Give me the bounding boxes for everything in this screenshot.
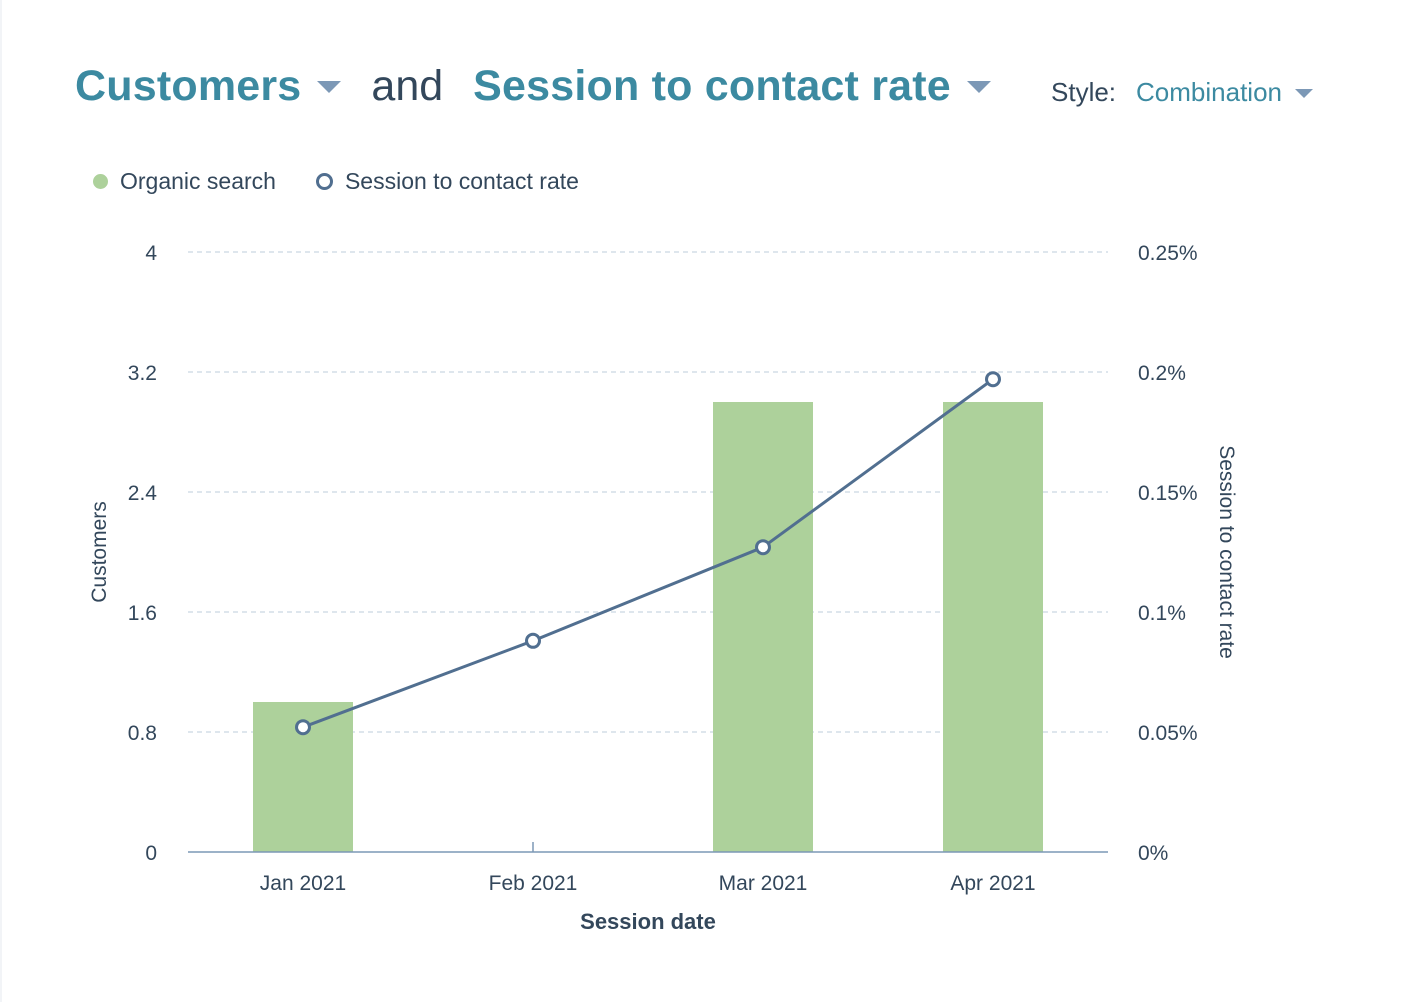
line-point[interactable] [985, 371, 1001, 388]
primary-metric-label: Customers [75, 61, 302, 110]
left-edge-divider [0, 0, 2, 1002]
x-tick-label: Feb 2021 [489, 872, 578, 895]
series-line [302, 377, 994, 729]
y2-tick-label: 0.25% [1138, 242, 1198, 265]
bar[interactable] [713, 402, 813, 852]
chart-header: Customers and Session to contact rate [75, 58, 991, 114]
y2-axis-title: Session to contact rate [1215, 445, 1238, 659]
y2-tick-label: 0.15% [1138, 482, 1198, 505]
style-dropdown[interactable]: Combination [1136, 76, 1314, 108]
chevron-down-icon [1295, 88, 1314, 98]
y-tick-label: 4 [145, 242, 157, 265]
secondary-metric-label: Session to contact rate [473, 61, 951, 110]
y2-tick-label: 0.2% [1138, 362, 1186, 385]
line-point[interactable] [755, 539, 771, 556]
y-tick-label: 0 [145, 842, 157, 865]
y2-tick-label: 0.05% [1138, 722, 1198, 745]
style-label: Style: [1051, 76, 1117, 107]
filled-circle-icon [93, 173, 108, 189]
legend-item-organic-search[interactable]: Organic search [93, 168, 276, 195]
bar[interactable] [943, 402, 1043, 852]
style-value: Combination [1136, 76, 1283, 107]
x-axis-title: Session date [580, 909, 716, 934]
line-point[interactable] [525, 632, 541, 649]
chevron-down-icon [317, 81, 342, 93]
legend-label: Organic search [120, 167, 276, 194]
line-point[interactable] [295, 719, 311, 736]
y-tick-label: 2.4 [128, 482, 158, 505]
x-tick-label: Jan 2021 [260, 872, 346, 895]
primary-metric-dropdown[interactable]: Customers [75, 61, 342, 111]
y2-tick-label: 0% [1138, 842, 1168, 865]
metric-connector: and [371, 61, 444, 110]
x-tick-label: Apr 2021 [950, 872, 1035, 895]
ring-marker-icon [315, 172, 333, 190]
y-tick-label: 1.6 [128, 602, 157, 625]
y2-tick-label: 0.1% [1138, 602, 1186, 625]
legend-label: Session to contact rate [344, 167, 579, 194]
chevron-down-icon [966, 81, 991, 93]
style-selector: Style: Combination [1051, 72, 1314, 112]
chart-legend: Organic search Session to contact rate [93, 164, 619, 198]
y-tick-label: 3.2 [128, 362, 157, 385]
y-tick-label: 0.8 [128, 722, 157, 745]
y-axis-title: Customers [88, 501, 111, 603]
x-tick-label: Mar 2021 [719, 872, 808, 895]
legend-item-session-to-contact-rate[interactable]: Session to contact rate [315, 167, 579, 195]
secondary-metric-dropdown[interactable]: Session to contact rate [473, 62, 991, 111]
